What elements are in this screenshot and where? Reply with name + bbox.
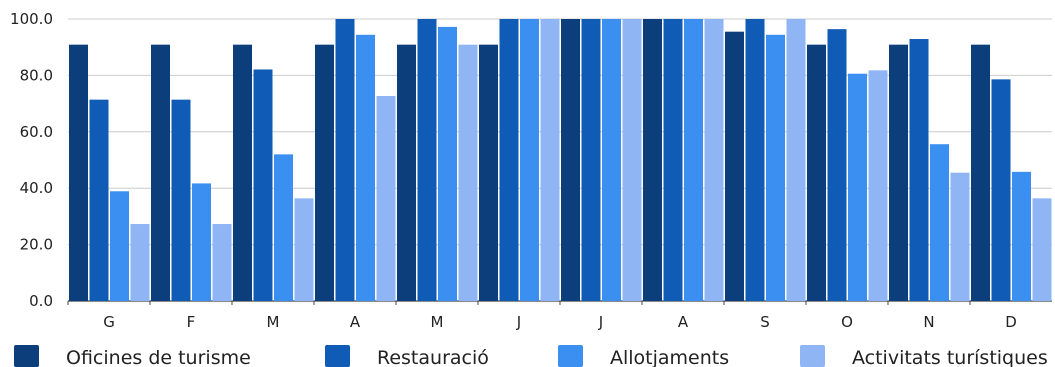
bar	[581, 19, 601, 301]
bar	[950, 172, 970, 301]
bar	[397, 44, 416, 302]
bar	[294, 198, 314, 301]
axes: 0.0 20.0 40.0 60.0 80.0 100.0 G F M A M J J A S O N D	[10, 10, 1017, 331]
bar	[889, 44, 908, 302]
bar	[171, 99, 191, 301]
x-tick-label: A	[350, 313, 361, 331]
x-tick-label: G	[103, 313, 115, 331]
legend-swatch	[800, 345, 825, 367]
bar	[417, 19, 437, 301]
bar	[151, 44, 170, 302]
bar	[233, 44, 252, 302]
bar	[479, 44, 498, 302]
bar	[827, 29, 847, 301]
x-tick-label: D	[1005, 313, 1017, 331]
legend-swatch	[558, 345, 583, 367]
legend-label: Restauració	[377, 347, 489, 367]
bar	[909, 39, 929, 301]
x-tick-label: N	[923, 313, 934, 331]
bar	[438, 26, 457, 302]
x-tick-label: F	[187, 313, 196, 331]
bar	[848, 73, 867, 301]
bar	[622, 19, 642, 301]
bar	[602, 19, 621, 301]
bar	[745, 19, 765, 301]
bar	[192, 183, 211, 301]
bar	[540, 19, 560, 301]
bar	[376, 95, 396, 302]
y-tick-label: 20.0	[20, 236, 53, 254]
bar	[868, 70, 888, 301]
bar	[356, 34, 375, 302]
bars	[69, 19, 1052, 302]
bar	[89, 99, 109, 301]
bar	[971, 44, 990, 302]
bar	[766, 34, 785, 302]
legend-swatch	[325, 345, 350, 367]
x-tick-label: M	[431, 313, 444, 331]
x-tick-label: J	[598, 313, 603, 331]
bar	[253, 69, 273, 301]
x-tick-label: M	[267, 313, 280, 331]
bar	[930, 144, 949, 301]
bar	[212, 224, 232, 301]
bar	[561, 19, 580, 301]
bar	[1012, 171, 1031, 301]
bar	[499, 19, 519, 301]
x-tick-label: S	[760, 313, 770, 331]
legend-label: Activitats turístiques	[852, 347, 1048, 367]
bar	[704, 19, 724, 301]
bar	[991, 79, 1011, 302]
bar	[315, 44, 334, 302]
y-tick-label: 40.0	[20, 179, 53, 197]
y-tick-label: 0.0	[29, 292, 53, 310]
bar	[335, 19, 355, 301]
bar	[458, 44, 478, 302]
legend-swatch	[14, 345, 39, 367]
legend-label: Oficines de turisme	[66, 347, 251, 367]
bar	[130, 224, 150, 301]
y-tick-label: 100.0	[10, 10, 53, 28]
bar	[786, 19, 806, 301]
bar	[110, 191, 129, 301]
bar	[725, 31, 744, 301]
y-tick-label: 60.0	[20, 123, 53, 141]
legend-label: Allotjaments	[610, 347, 729, 367]
bar	[1032, 198, 1052, 301]
x-tick-label: J	[516, 313, 521, 331]
bar	[274, 154, 293, 301]
bar	[69, 44, 88, 302]
bar	[643, 19, 662, 301]
legend: Oficines de turisme Restauració Allotjamen…	[14, 345, 1048, 367]
x-tick-label: A	[678, 313, 689, 331]
bar	[684, 19, 703, 301]
bar	[520, 19, 539, 301]
y-tick-label: 80.0	[20, 66, 53, 84]
x-tick-label: O	[841, 313, 853, 331]
bar	[663, 19, 683, 301]
bar	[807, 44, 826, 302]
